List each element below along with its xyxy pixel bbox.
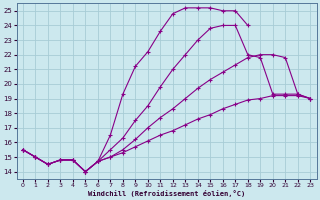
X-axis label: Windchill (Refroidissement éolien,°C): Windchill (Refroidissement éolien,°C) <box>88 190 245 197</box>
